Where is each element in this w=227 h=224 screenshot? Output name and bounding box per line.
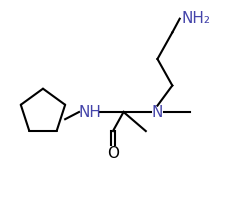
Text: NH: NH bbox=[78, 105, 101, 119]
Text: N: N bbox=[151, 105, 163, 119]
Text: NH₂: NH₂ bbox=[181, 11, 210, 26]
Text: O: O bbox=[106, 146, 118, 161]
